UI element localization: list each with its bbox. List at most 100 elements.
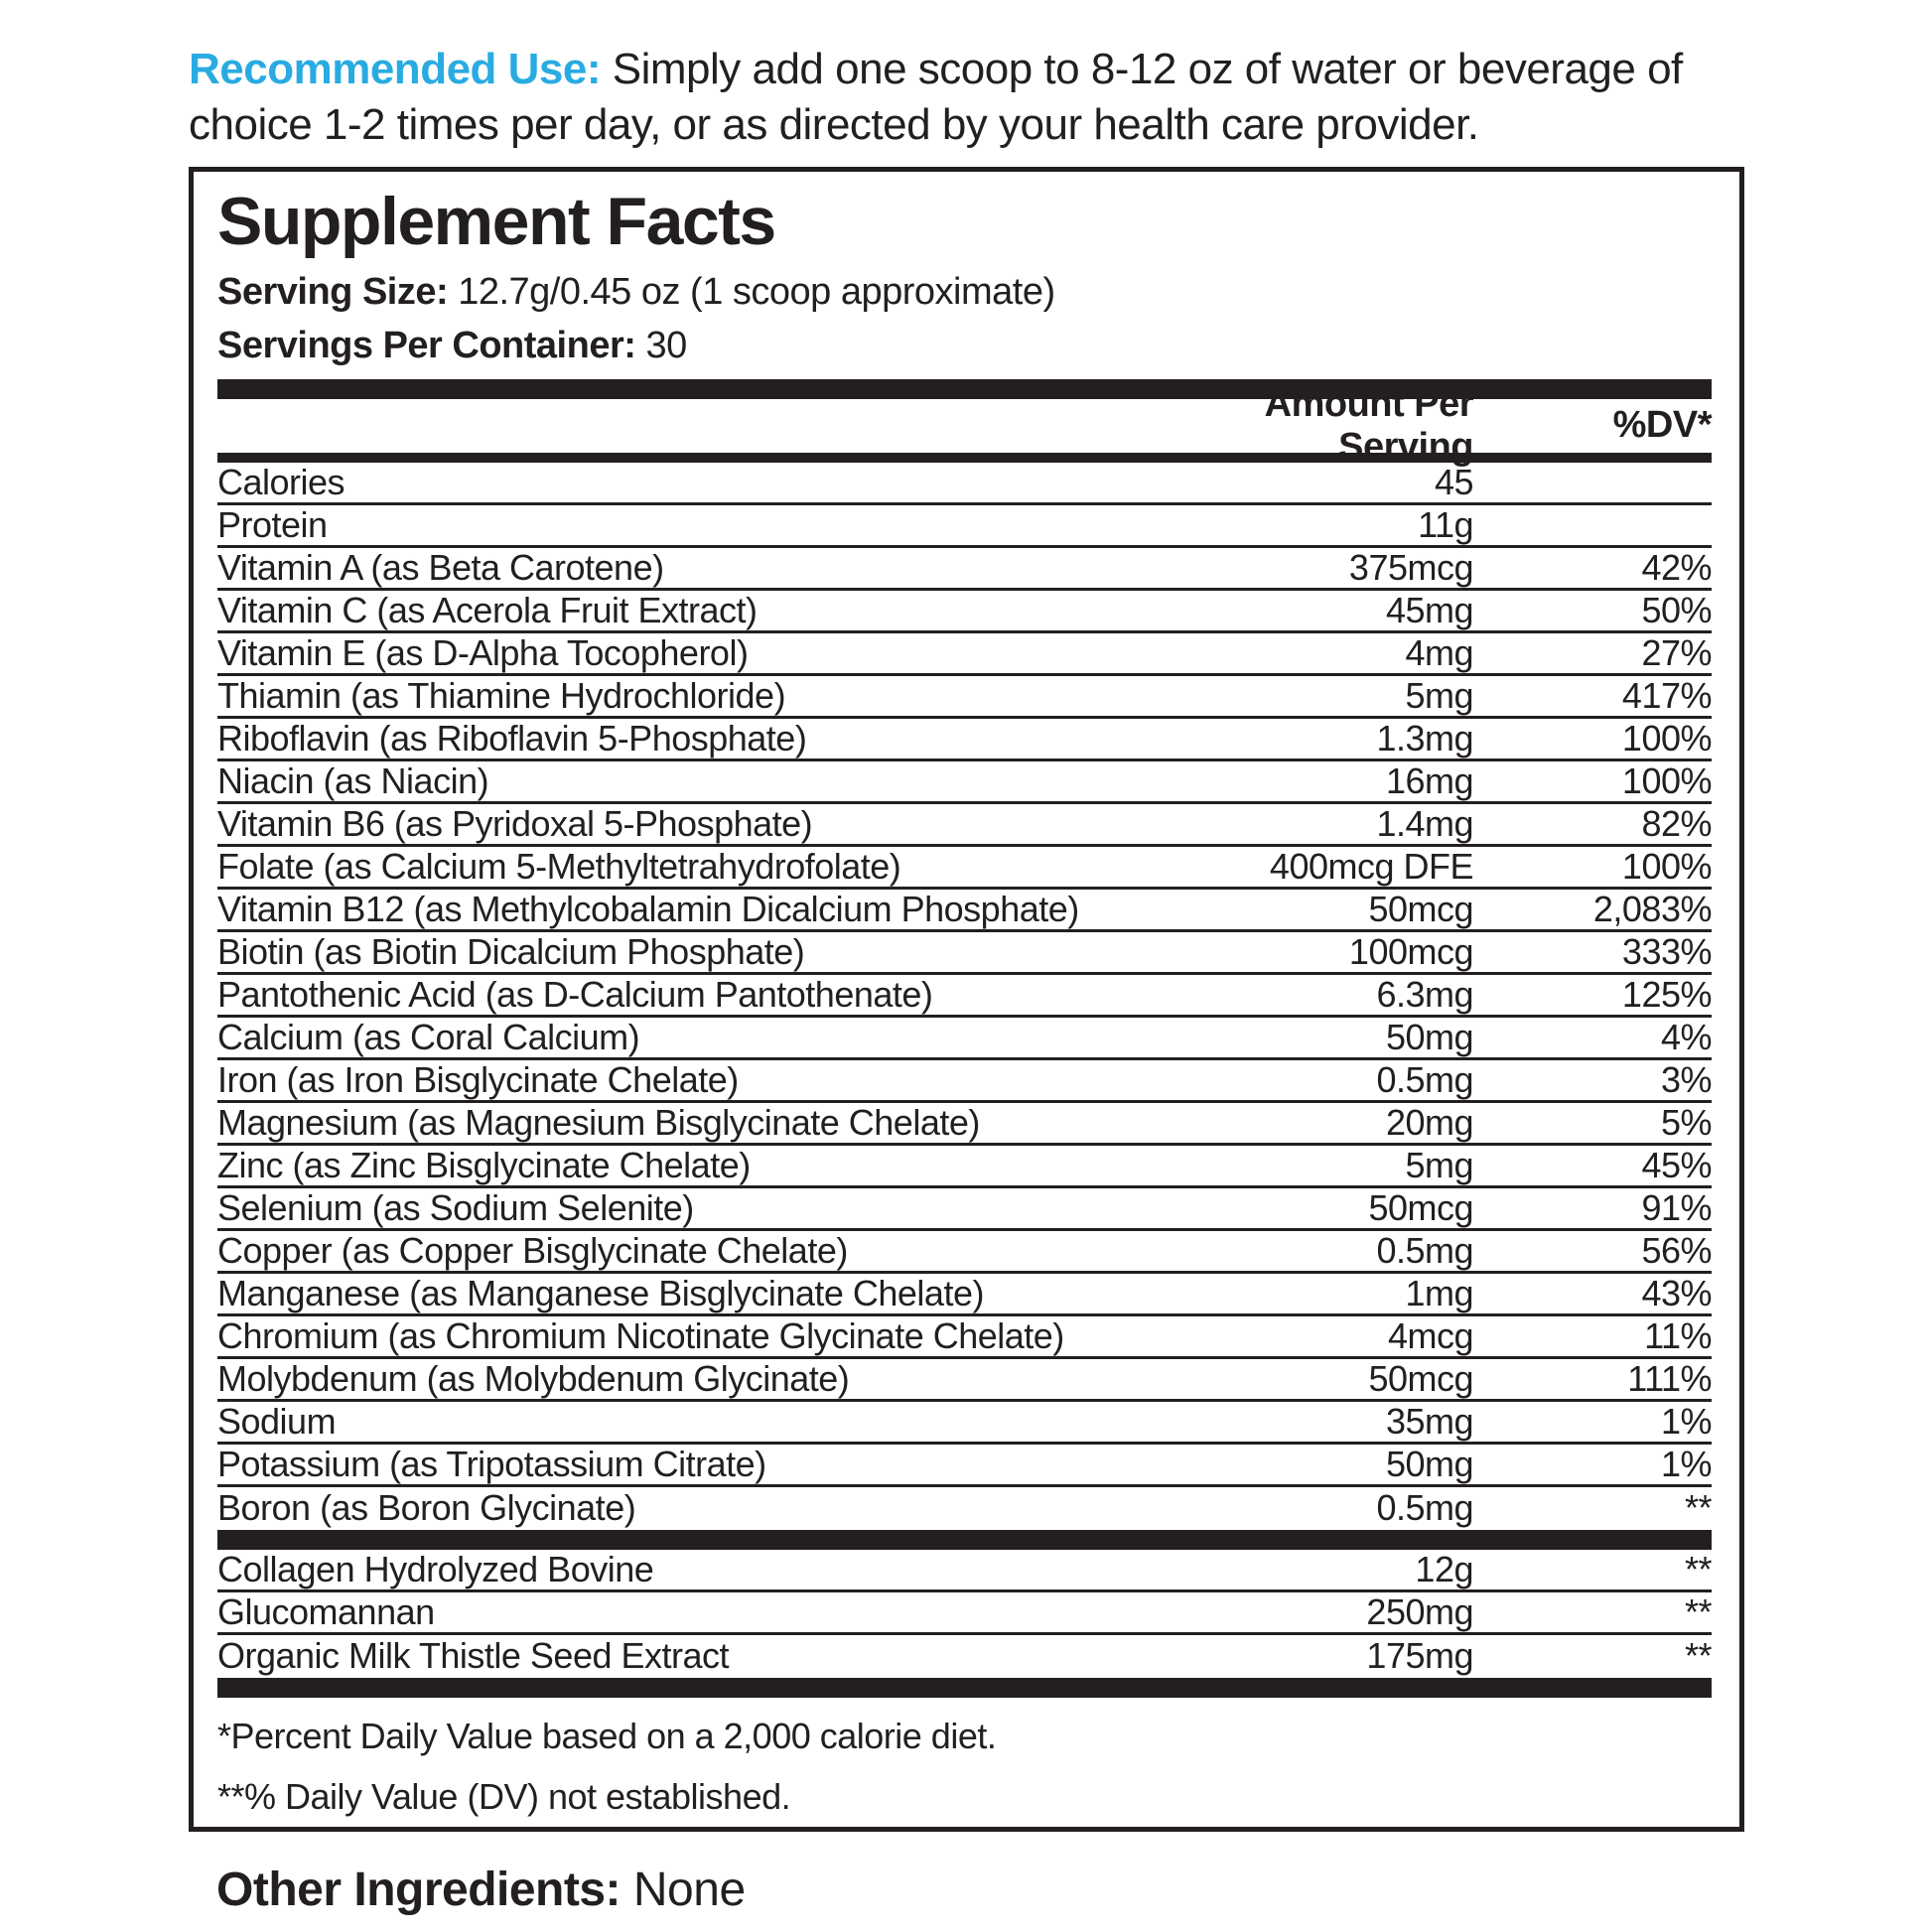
divider-bar-header	[217, 452, 1712, 463]
nutrient-amount: 6.3mg	[1376, 973, 1473, 1015]
nutrient-row: Vitamin B6 (as Pyridoxal 5-Phosphate) 1.…	[217, 802, 1713, 847]
nutrient-amount: 4mcg	[1387, 1314, 1474, 1356]
nutrient-row: Calories 45	[217, 462, 1712, 505]
nutrient-dv: 91%	[1641, 1186, 1712, 1228]
recommended-use-paragraph: Recommended Use: Simply add one scoop to…	[189, 42, 1767, 153]
nutrient-row: Copper (as Copper Bisglycinate Chelate) …	[217, 1229, 1713, 1274]
nutrient-row: Riboflavin (as Riboflavin 5-Phosphate) 1…	[217, 717, 1713, 761]
nutrient-name: Vitamin B12 (as Methylcobalamin Dicalciu…	[217, 888, 1079, 929]
nutrient-amount: 16mg	[1385, 759, 1474, 801]
nutrient-dv: 27%	[1641, 631, 1712, 673]
nutrient-rows: Calories 45 Protein 11g Vitamin A (as Be…	[217, 462, 1713, 1530]
blend-amount: 12g	[1415, 1548, 1473, 1589]
blend-dv: **	[1684, 1635, 1713, 1677]
nutrient-dv: 43%	[1641, 1272, 1712, 1313]
nutrient-dv: 333%	[1621, 930, 1713, 972]
serving-size-line: Serving Size: 12.7g/0.45 oz (1 scoop app…	[217, 270, 1712, 316]
table-header-row: Amount Per Serving %DV*	[217, 383, 1713, 468]
nutrient-row: Folate (as Calcium 5-Methyltetrahydrofol…	[217, 845, 1713, 890]
nutrient-name: Chromium (as Chromium Nicotinate Glycina…	[217, 1314, 1064, 1356]
blend-row: Glucomannan 250mg **	[217, 1590, 1713, 1635]
blend-amount: 250mg	[1366, 1590, 1473, 1632]
nutrient-row: Niacin (as Niacin) 16mg 100%	[217, 759, 1713, 804]
nutrient-row: Zinc (as Zinc Bisglycinate Chelate) 5mg …	[217, 1144, 1713, 1188]
nutrient-dv: 82%	[1641, 802, 1712, 844]
nutrient-name: Thiamin (as Thiamine Hydrochloride)	[217, 674, 786, 716]
nutrient-dv: 42%	[1641, 546, 1712, 588]
nutrient-row: Molybdenum (as Molybdenum Glycinate) 50m…	[217, 1357, 1713, 1402]
nutrient-amount: 0.5mg	[1376, 1487, 1473, 1529]
nutrient-dv: 100%	[1621, 717, 1713, 759]
supplement-facts-panel: Supplement Facts Serving Size: 12.7g/0.4…	[189, 167, 1744, 1832]
nutrient-row: Magnesium (as Magnesium Bisglycinate Che…	[217, 1101, 1713, 1146]
footnote-daily-value: *Percent Daily Value based on a 2,000 ca…	[217, 1715, 997, 1756]
nutrient-dv: 100%	[1621, 759, 1713, 801]
nutrient-dv: 100%	[1621, 845, 1713, 887]
nutrient-amount: 50mg	[1385, 1016, 1474, 1057]
nutrient-name: Iron (as Iron Bisglycinate Chelate)	[217, 1058, 739, 1100]
nutrient-name: Molybdenum (as Molybdenum Glycinate)	[217, 1357, 850, 1399]
blend-row: Organic Milk Thistle Seed Extract 175mg …	[217, 1635, 1713, 1678]
nutrient-amount: 5mg	[1405, 1144, 1473, 1185]
nutrient-row: Vitamin A (as Beta Carotene) 375mcg 42%	[217, 546, 1713, 591]
recommended-use-body: Simply add one scoop to 8-12 oz of water…	[189, 45, 1683, 149]
nutrient-dv: 3%	[1660, 1058, 1713, 1100]
nutrient-amount: 1.4mg	[1376, 802, 1473, 844]
serving-size-label: Serving Size:	[217, 271, 449, 314]
nutrient-amount: 100mcg	[1348, 930, 1474, 972]
nutrient-dv: 4%	[1660, 1016, 1713, 1057]
servings-per-container-value: 30	[635, 325, 687, 367]
recommended-use-label: Recommended Use:	[189, 45, 602, 93]
nutrient-row: Protein 11g	[217, 504, 1712, 548]
nutrient-name: Pantothenic Acid (as D-Calcium Pantothen…	[217, 973, 933, 1015]
nutrient-row: Iron (as Iron Bisglycinate Chelate) 0.5m…	[217, 1058, 1713, 1103]
nutrient-row: Potassium (as Tripotassium Citrate) 50mg…	[217, 1443, 1713, 1487]
nutrient-amount: 375mcg	[1348, 546, 1474, 588]
nutrient-name: Biotin (as Biotin Dicalcium Phosphate)	[217, 930, 805, 972]
panel-title: Supplement Facts	[217, 184, 776, 259]
nutrient-dv: **	[1684, 1487, 1713, 1529]
serving-size-value: 12.7g/0.45 oz (1 scoop approximate)	[448, 271, 1055, 314]
nutrient-dv: 50%	[1641, 589, 1712, 630]
other-ingredients-line: Other Ingredients: None	[216, 1863, 746, 1917]
nutrient-amount: 5mg	[1405, 674, 1473, 716]
nutrient-name: Boron (as Boron Glycinate)	[217, 1487, 636, 1529]
nutrient-name: Magnesium (as Magnesium Bisglycinate Che…	[217, 1101, 980, 1143]
nutrient-amount: 50mcg	[1368, 1186, 1473, 1228]
nutrient-name: Selenium (as Sodium Selenite)	[217, 1186, 694, 1228]
nutrient-row: Vitamin E (as D-Alpha Tocopherol) 4mg 27…	[217, 631, 1713, 676]
divider-bar-top	[217, 378, 1712, 399]
header-amount-per-serving: Amount Per Serving	[1264, 382, 1474, 468]
nutrient-row: Sodium 35mg 1%	[217, 1400, 1713, 1445]
nutrient-name: Riboflavin (as Riboflavin 5-Phosphate)	[217, 717, 807, 759]
nutrient-dv: 1%	[1660, 1400, 1713, 1442]
servings-per-container-label: Servings Per Container:	[217, 325, 636, 367]
nutrient-dv: 5%	[1660, 1101, 1713, 1143]
nutrient-amount: 20mg	[1385, 1101, 1474, 1143]
nutrient-name: Copper (as Copper Bisglycinate Chelate)	[217, 1229, 848, 1271]
nutrient-dv: 417%	[1621, 674, 1713, 716]
nutrient-amount: 400mcg DFE	[1269, 845, 1474, 887]
nutrient-amount: 35mg	[1385, 1400, 1474, 1442]
nutrient-dv: 111%	[1627, 1357, 1712, 1399]
nutrient-amount: 1.3mg	[1376, 717, 1473, 759]
nutrient-row: Selenium (as Sodium Selenite) 50mcg 91%	[217, 1186, 1713, 1231]
blend-row: Collagen Hydrolyzed Bovine 12g **	[217, 1548, 1713, 1592]
divider-bar-middle	[217, 1529, 1712, 1550]
footnote-dv-not-established: **% Daily Value (DV) not established.	[217, 1775, 791, 1817]
nutrient-amount: 50mg	[1385, 1443, 1474, 1484]
blend-rows: Collagen Hydrolyzed Bovine 12g ** Glucom…	[217, 1548, 1713, 1678]
nutrient-amount: 0.5mg	[1376, 1229, 1473, 1271]
nutrient-row: Pantothenic Acid (as D-Calcium Pantothen…	[217, 973, 1713, 1018]
nutrient-row: Chromium (as Chromium Nicotinate Glycina…	[217, 1314, 1713, 1359]
blend-name: Organic Milk Thistle Seed Extract	[217, 1635, 730, 1677]
servings-per-container-line: Servings Per Container: 30	[217, 324, 1712, 369]
nutrient-name: Vitamin E (as D-Alpha Tocopherol)	[217, 631, 749, 673]
nutrient-name: Calcium (as Coral Calcium)	[217, 1016, 640, 1057]
blend-name: Glucomannan	[217, 1590, 435, 1632]
header-percent-dv: %DV*	[1612, 404, 1713, 447]
blend-amount: 175mg	[1366, 1635, 1473, 1677]
blend-name: Collagen Hydrolyzed Bovine	[217, 1548, 654, 1589]
nutrient-name: Vitamin A (as Beta Carotene)	[217, 546, 664, 588]
